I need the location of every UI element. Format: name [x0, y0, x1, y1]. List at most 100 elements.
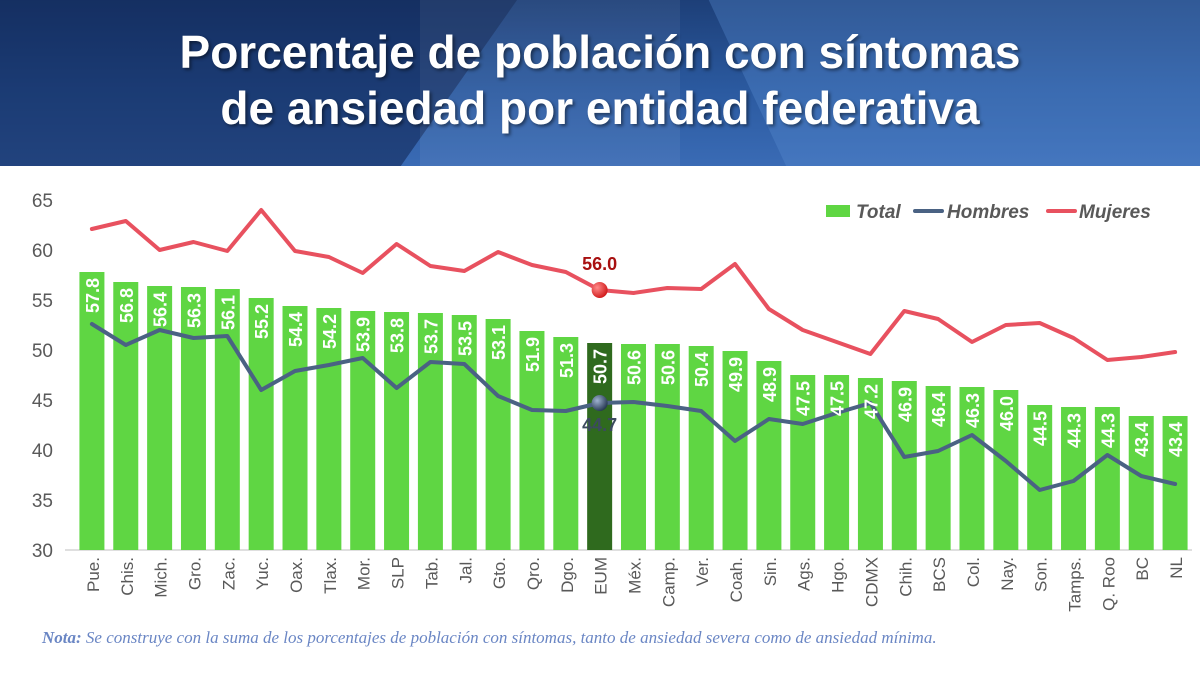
footnote: Nota: Se construye con la suma de los po… [42, 628, 1182, 648]
x-tick-label: Zac. [219, 557, 238, 590]
bar-value-label: 50.4 [692, 352, 712, 387]
bar-total [214, 289, 240, 550]
highlight-dot-hombres [591, 395, 608, 411]
x-tick-label: Q. Roo [1099, 557, 1118, 611]
x-tick-label: Ver. [693, 557, 712, 586]
bar-value-label: 43.4 [1132, 422, 1152, 457]
x-tick-label: CDMX [862, 557, 881, 607]
bar-value-label: 53.9 [354, 317, 374, 352]
bar-value-label: 44.5 [1031, 411, 1051, 446]
x-tick-label: Tlax. [321, 557, 340, 594]
x-tick-label: NL [1167, 557, 1186, 579]
chart: 30 35 40 45 50 55 60 65 57.8 56.8 56.4 56.3 56.1 55.2… [32, 191, 1192, 612]
x-tick-label: Mor. [355, 557, 374, 590]
bar-total [553, 337, 579, 550]
x-tick-label: Gro. [185, 557, 204, 590]
title-line-2: de ansiedad por entidad federativa [220, 82, 980, 134]
bar-total [959, 387, 985, 550]
banner-decoration [420, 0, 680, 166]
bar-value-label: 46.9 [895, 387, 915, 422]
x-tick-label: BC [1133, 557, 1152, 581]
bar-value-label: 54.4 [286, 312, 306, 347]
x-tick-label: Qro. [524, 557, 543, 590]
bar-total [654, 344, 680, 550]
bar-total [1027, 405, 1053, 550]
bar-value-label: 47.5 [794, 381, 814, 416]
bar-total [925, 386, 951, 550]
bar-total [722, 351, 748, 550]
bar-total [451, 315, 477, 550]
bar-value-label: 56.3 [184, 293, 204, 328]
bar-value-label: 56.4 [151, 292, 171, 327]
bar-total [417, 313, 443, 550]
x-tick-label: Ags. [795, 557, 814, 591]
line-mujeres [89, 208, 1178, 362]
x-tick-label: Yuc. [253, 557, 272, 590]
y-tick-label: 30 [32, 541, 53, 562]
bar-total [891, 381, 917, 550]
bar-total [248, 298, 274, 550]
bar-value-label: 50.6 [625, 350, 645, 385]
bar-value-label: 53.1 [489, 325, 509, 360]
y-tick-label: 55 [32, 291, 53, 312]
bar-total [1094, 407, 1120, 550]
legend-label-total: Total [856, 202, 901, 223]
x-tick-label: Pue. [84, 557, 103, 592]
x-tick-label: Oax. [287, 557, 306, 593]
title-line-1: Porcentaje de población con síntomas [179, 26, 1021, 78]
x-tick-label: Jal. [456, 557, 475, 583]
bar-value-label: 46.4 [929, 392, 949, 427]
bar-value-label: 44.3 [1098, 413, 1118, 448]
y-tick-label: 50 [32, 341, 53, 362]
bar-value-label: 46.3 [963, 393, 983, 428]
y-tick-label: 65 [32, 191, 53, 212]
x-tick-label: Tab. [422, 557, 441, 589]
legend-label-hombres: Hombres [947, 202, 1029, 223]
bar-value-label: 56.8 [117, 288, 137, 323]
legend-label-mujeres: Mujeres [1079, 202, 1151, 223]
highlight-label-hombres: 44.7 [582, 415, 617, 435]
bar-value-label: 49.9 [726, 357, 746, 392]
bar-value-label: 53.8 [388, 318, 408, 353]
x-tick-label: Nay. [998, 557, 1017, 591]
y-tick-label: 40 [32, 441, 53, 462]
legend-swatch-total [826, 205, 850, 217]
page-title: Porcentaje de población con síntomas de … [0, 24, 1200, 136]
bar-total [1128, 416, 1154, 550]
highlight-label-mujeres: 56.0 [582, 254, 617, 274]
bar-total [519, 331, 545, 550]
bar-value-label: 50.6 [658, 350, 678, 385]
x-tick-label: SLP [389, 557, 408, 589]
x-tick-label: Chih. [896, 557, 915, 597]
bar-value-label: 55.2 [252, 304, 272, 339]
x-tick-label: Camp. [659, 557, 678, 607]
x-tick-label: Coah. [727, 557, 746, 602]
bar-value-label: 53.5 [455, 321, 475, 356]
bar-value-label: 47.5 [828, 381, 848, 416]
highlight-dot-mujeres [591, 282, 608, 298]
x-tick-label: EUM [592, 557, 611, 595]
x-tick-label: Dgo. [558, 557, 577, 593]
x-tick-label: Gto. [490, 557, 509, 589]
bar-value-label: 57.8 [83, 278, 103, 313]
bar-total [790, 375, 816, 550]
bar-total [756, 361, 782, 550]
x-tick-label: Chis. [118, 557, 137, 596]
bar-total [113, 282, 139, 550]
x-tick-label: Méx. [626, 557, 645, 594]
bar-total [282, 306, 308, 550]
bar-total [384, 312, 410, 550]
bar-value-label: 50.7 [591, 349, 611, 384]
bar-total [79, 272, 105, 550]
bar-value-label: 44.3 [1065, 413, 1085, 448]
line-hombres [89, 322, 1178, 492]
y-tick-label: 35 [32, 491, 53, 512]
x-tick-label: Hgo. [829, 557, 848, 593]
bar-value-label: 51.9 [523, 337, 543, 372]
bar-total [316, 308, 342, 550]
bar-total [180, 287, 206, 550]
bar-total [688, 346, 714, 550]
bar-total [485, 319, 511, 550]
x-tick-label: Son. [1032, 557, 1051, 592]
bar-total [621, 344, 646, 550]
